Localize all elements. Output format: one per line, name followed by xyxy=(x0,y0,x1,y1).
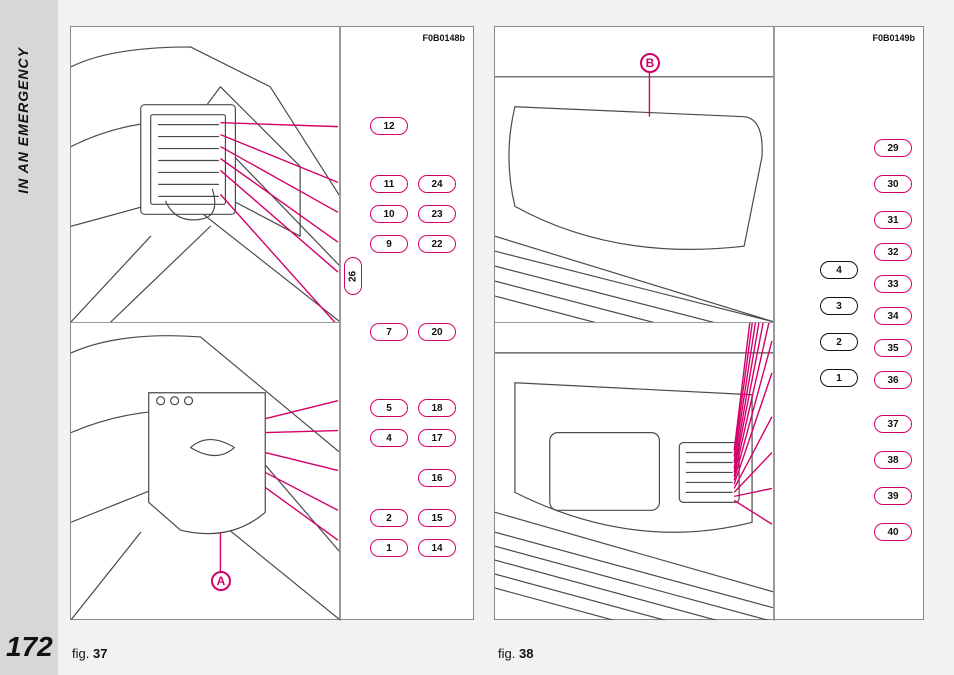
callout: 24 xyxy=(418,175,456,193)
callout: 1 xyxy=(370,539,408,557)
callout: 4 xyxy=(820,261,858,279)
callout: 4 xyxy=(370,429,408,447)
callout: 35 xyxy=(874,339,912,357)
figure-38-callouts: 29 30 31 32 33 34 35 36 37 38 39 40 4 3 … xyxy=(773,27,923,619)
callout: 39 xyxy=(874,487,912,505)
callout: 34 xyxy=(874,307,912,325)
section-tab-label: IN AN EMERGENCY xyxy=(15,47,31,194)
figure-37-top-illustration xyxy=(71,27,341,323)
callout: 23 xyxy=(418,205,456,223)
callout: 33 xyxy=(874,275,912,293)
callout: 11 xyxy=(370,175,408,193)
callout: 9 xyxy=(370,235,408,253)
callout: 14 xyxy=(418,539,456,557)
callout: 30 xyxy=(874,175,912,193)
callout: 5 xyxy=(370,399,408,417)
marker-b: B xyxy=(640,53,660,73)
figure-37-callouts: 26 12 11 10 9 7 24 23 22 20 5 4 2 1 18 1… xyxy=(339,27,473,619)
callout-26: 26 xyxy=(344,257,362,295)
callout: 10 xyxy=(370,205,408,223)
callout: 22 xyxy=(418,235,456,253)
section-tab: IN AN EMERGENCY xyxy=(14,24,32,194)
callout: 20 xyxy=(418,323,456,341)
callout: 29 xyxy=(874,139,912,157)
callout: 12 xyxy=(370,117,408,135)
callout: 15 xyxy=(418,509,456,527)
page-number: 172 xyxy=(6,631,53,663)
callout: 18 xyxy=(418,399,456,417)
figure-38-bottom-illustration xyxy=(495,323,775,621)
callout: 32 xyxy=(874,243,912,261)
callout: 36 xyxy=(874,371,912,389)
callout: 7 xyxy=(370,323,408,341)
figure-38-caption: fig. 38 xyxy=(498,646,533,661)
figure-37-bottom-illustration: A xyxy=(71,323,341,621)
callout: 3 xyxy=(820,297,858,315)
figure-37-frame: F0B0148b xyxy=(70,26,474,620)
figure-38-frame: F0B0149b B xyxy=(494,26,924,620)
callout: 1 xyxy=(820,369,858,387)
manual-page: IN AN EMERGENCY 172 F0B0148b xyxy=(0,0,954,675)
callout: 16 xyxy=(418,469,456,487)
callout: 2 xyxy=(820,333,858,351)
figure-38-top-illustration: B xyxy=(495,27,775,323)
callout: 38 xyxy=(874,451,912,469)
callout: 40 xyxy=(874,523,912,541)
marker-a: A xyxy=(211,571,231,591)
callout: 17 xyxy=(418,429,456,447)
callout: 2 xyxy=(370,509,408,527)
callout: 37 xyxy=(874,415,912,433)
callout: 31 xyxy=(874,211,912,229)
figure-37-caption: fig. 37 xyxy=(72,646,107,661)
